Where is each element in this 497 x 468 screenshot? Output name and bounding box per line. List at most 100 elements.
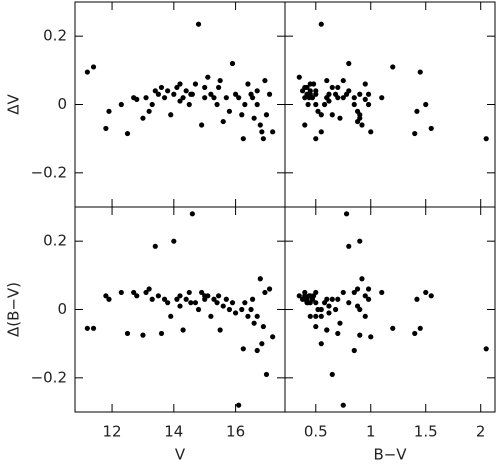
point: [236, 402, 242, 408]
point: [249, 296, 256, 302]
point: [307, 313, 313, 319]
point: [340, 77, 346, 84]
point: [242, 101, 248, 108]
point: [226, 306, 233, 313]
point: [143, 95, 149, 101]
point: [229, 300, 236, 306]
point: [417, 69, 423, 75]
point: [216, 84, 222, 91]
point: [106, 108, 112, 114]
y-tick-label: 0.2: [43, 232, 67, 250]
point: [340, 95, 346, 101]
point: [351, 101, 357, 108]
point: [192, 300, 199, 306]
point: [423, 101, 429, 108]
point: [140, 115, 146, 121]
point: [146, 286, 152, 292]
point: [236, 95, 242, 101]
point: [239, 112, 245, 118]
point: [296, 74, 302, 80]
point: [168, 112, 174, 118]
point: [270, 129, 276, 135]
y-tick-label: 0.2: [43, 27, 67, 45]
point: [329, 84, 335, 91]
point: [414, 108, 420, 114]
point: [180, 95, 186, 101]
point: [357, 238, 363, 244]
point: [351, 347, 357, 354]
point: [174, 296, 180, 302]
point: [158, 330, 165, 337]
point: [362, 293, 368, 299]
point: [257, 276, 263, 282]
point: [152, 88, 158, 94]
point: [188, 300, 194, 306]
point: [390, 325, 396, 331]
point: [183, 88, 189, 94]
point: [412, 130, 418, 137]
point: [302, 122, 308, 128]
point: [365, 101, 372, 108]
point: [414, 296, 420, 302]
point: [223, 95, 229, 101]
point: [329, 296, 335, 302]
point: [357, 306, 363, 313]
x-tick-label: 16: [226, 423, 245, 441]
point: [188, 91, 194, 97]
point: [199, 122, 205, 128]
point: [149, 296, 155, 302]
point: [251, 320, 257, 326]
point: [245, 313, 251, 319]
y-tick-label: 0: [57, 300, 67, 318]
x-axis-label: V: [175, 446, 186, 464]
point: [177, 98, 183, 104]
point: [254, 347, 260, 354]
point: [326, 98, 332, 104]
point: [318, 313, 324, 319]
point: [249, 95, 256, 101]
point: [428, 293, 434, 299]
point: [208, 313, 214, 319]
point: [313, 101, 319, 108]
point: [359, 122, 365, 128]
y-tick-label: 0: [57, 95, 67, 113]
point: [346, 60, 352, 67]
point: [90, 325, 97, 331]
point: [379, 289, 385, 296]
point: [318, 129, 324, 135]
point: [340, 289, 346, 296]
panel-frame: [74, 1, 286, 208]
point: [304, 300, 310, 306]
point: [257, 122, 263, 128]
point: [171, 91, 177, 97]
x-tick-label: 2: [476, 423, 486, 441]
point: [161, 296, 168, 302]
point: [155, 293, 161, 299]
point: [262, 289, 268, 296]
point: [340, 402, 346, 408]
point: [245, 81, 251, 87]
point: [306, 95, 312, 101]
point: [180, 327, 186, 333]
point: [202, 95, 208, 101]
point: [202, 293, 208, 299]
point: [223, 296, 229, 302]
point: [318, 341, 324, 347]
x-tick-label: 0.5: [304, 423, 328, 441]
point: [90, 64, 97, 70]
x-tick-label: 1.5: [414, 423, 438, 441]
point: [131, 289, 137, 296]
point: [199, 289, 205, 296]
point: [165, 88, 171, 94]
point: [326, 303, 332, 309]
point: [158, 84, 165, 91]
point: [359, 276, 365, 282]
y-tick-label: −0.2: [31, 368, 67, 386]
point: [263, 371, 270, 378]
x-axis-label: B−V: [373, 446, 407, 464]
point: [354, 118, 361, 125]
point: [266, 286, 273, 292]
point: [84, 69, 90, 75]
point: [307, 88, 313, 94]
point: [155, 91, 161, 97]
